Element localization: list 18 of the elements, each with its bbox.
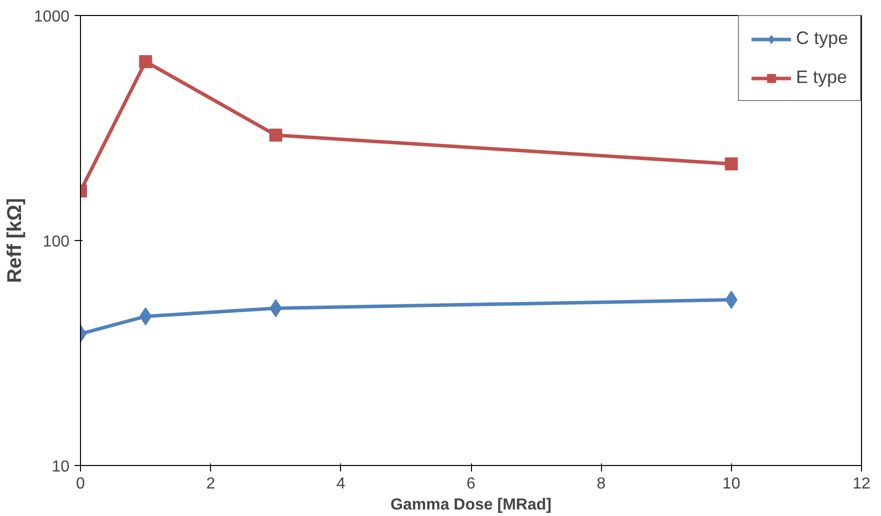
point (269, 128, 282, 142)
y-tick-label: 1000 (34, 8, 70, 26)
x-tick-label: 12 (852, 476, 870, 492)
point (139, 307, 152, 326)
y-tick-label: 100 (42, 234, 70, 250)
point (724, 157, 738, 170)
x-tick-label: 2 (206, 476, 216, 492)
x-axis-title: Gamma Dose [MRad] (390, 496, 552, 514)
x-tick-label: 6 (466, 476, 476, 492)
point (139, 55, 152, 68)
x-tick-label: 0 (76, 476, 86, 492)
y-axis-title: Reff [kΩ] (4, 198, 26, 283)
x-tick-label: 4 (336, 476, 346, 492)
legend-label: E type (796, 67, 847, 88)
legend-label: C type (796, 28, 848, 49)
x-tick-label: 10 (722, 476, 740, 492)
x-tick-label: 8 (596, 476, 606, 492)
y-tick-label: 10 (52, 458, 70, 476)
